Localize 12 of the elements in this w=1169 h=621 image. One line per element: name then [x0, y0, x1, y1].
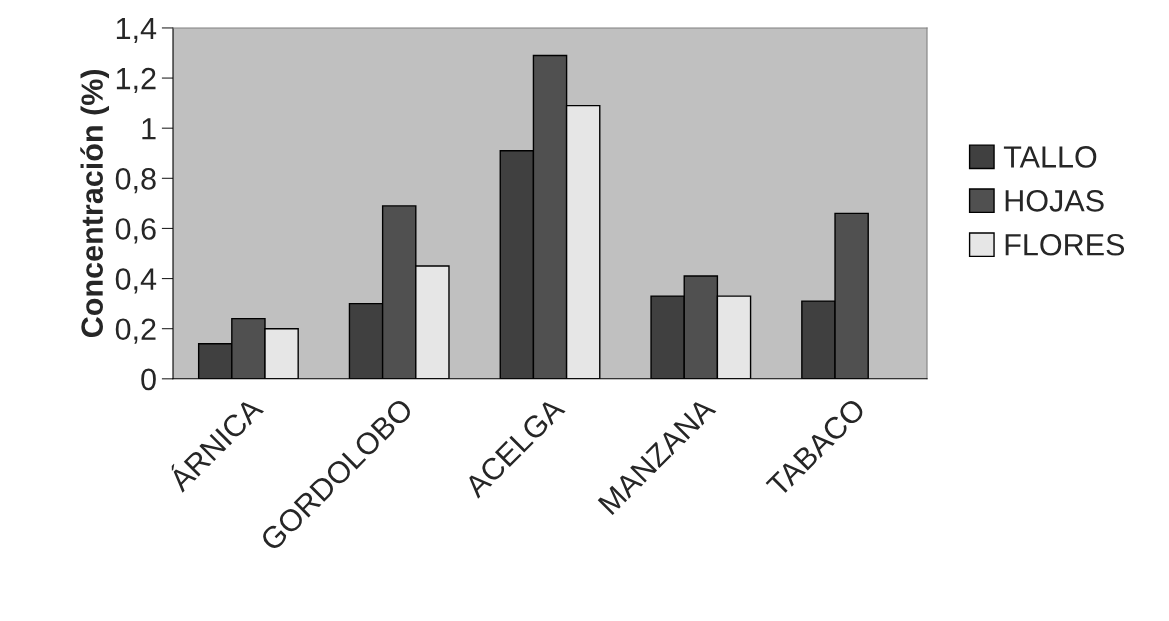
legend-label: FLORES	[1005, 233, 1125, 256]
y-tick-label: 0,4	[115, 268, 157, 294]
y-tick-label: 0,2	[115, 318, 156, 344]
y-tick-label: 1,4	[116, 18, 157, 43]
y-tick-label: 0	[141, 368, 156, 391]
y-tick-label: 0,8	[115, 168, 156, 194]
y-axis-title: Concentración (%)	[80, 69, 110, 338]
legend-label: HOJAS	[1005, 190, 1104, 212]
y-tick-label: 1,2	[116, 67, 156, 94]
y-tick-label: 0,6	[115, 218, 156, 244]
y-tick-label: 1	[142, 118, 156, 140]
legend-label: TALLO	[1003, 146, 1097, 168]
